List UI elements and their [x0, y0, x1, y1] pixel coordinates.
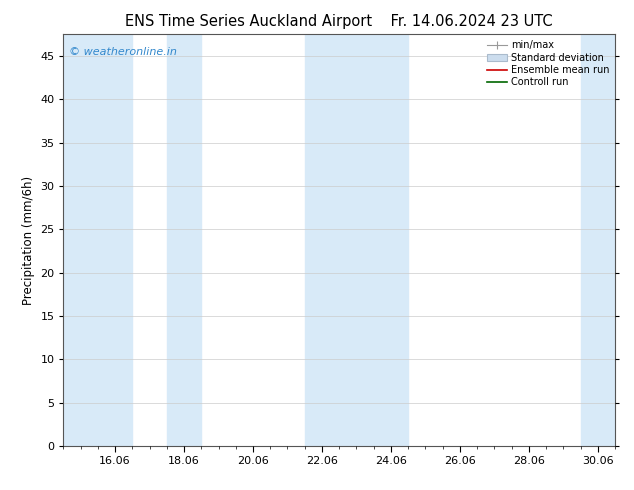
Bar: [581, 34, 615, 446]
Legend: min/max, Standard deviation, Ensemble mean run, Controll run: min/max, Standard deviation, Ensemble me…: [483, 36, 613, 91]
Bar: [167, 34, 202, 446]
Bar: [63, 34, 133, 446]
Bar: [305, 34, 408, 446]
Y-axis label: Precipitation (mm/6h): Precipitation (mm/6h): [22, 175, 35, 305]
Text: © weatheronline.in: © weatheronline.in: [69, 47, 177, 57]
Title: ENS Time Series Auckland Airport    Fr. 14.06.2024 23 UTC: ENS Time Series Auckland Airport Fr. 14.…: [126, 14, 553, 29]
